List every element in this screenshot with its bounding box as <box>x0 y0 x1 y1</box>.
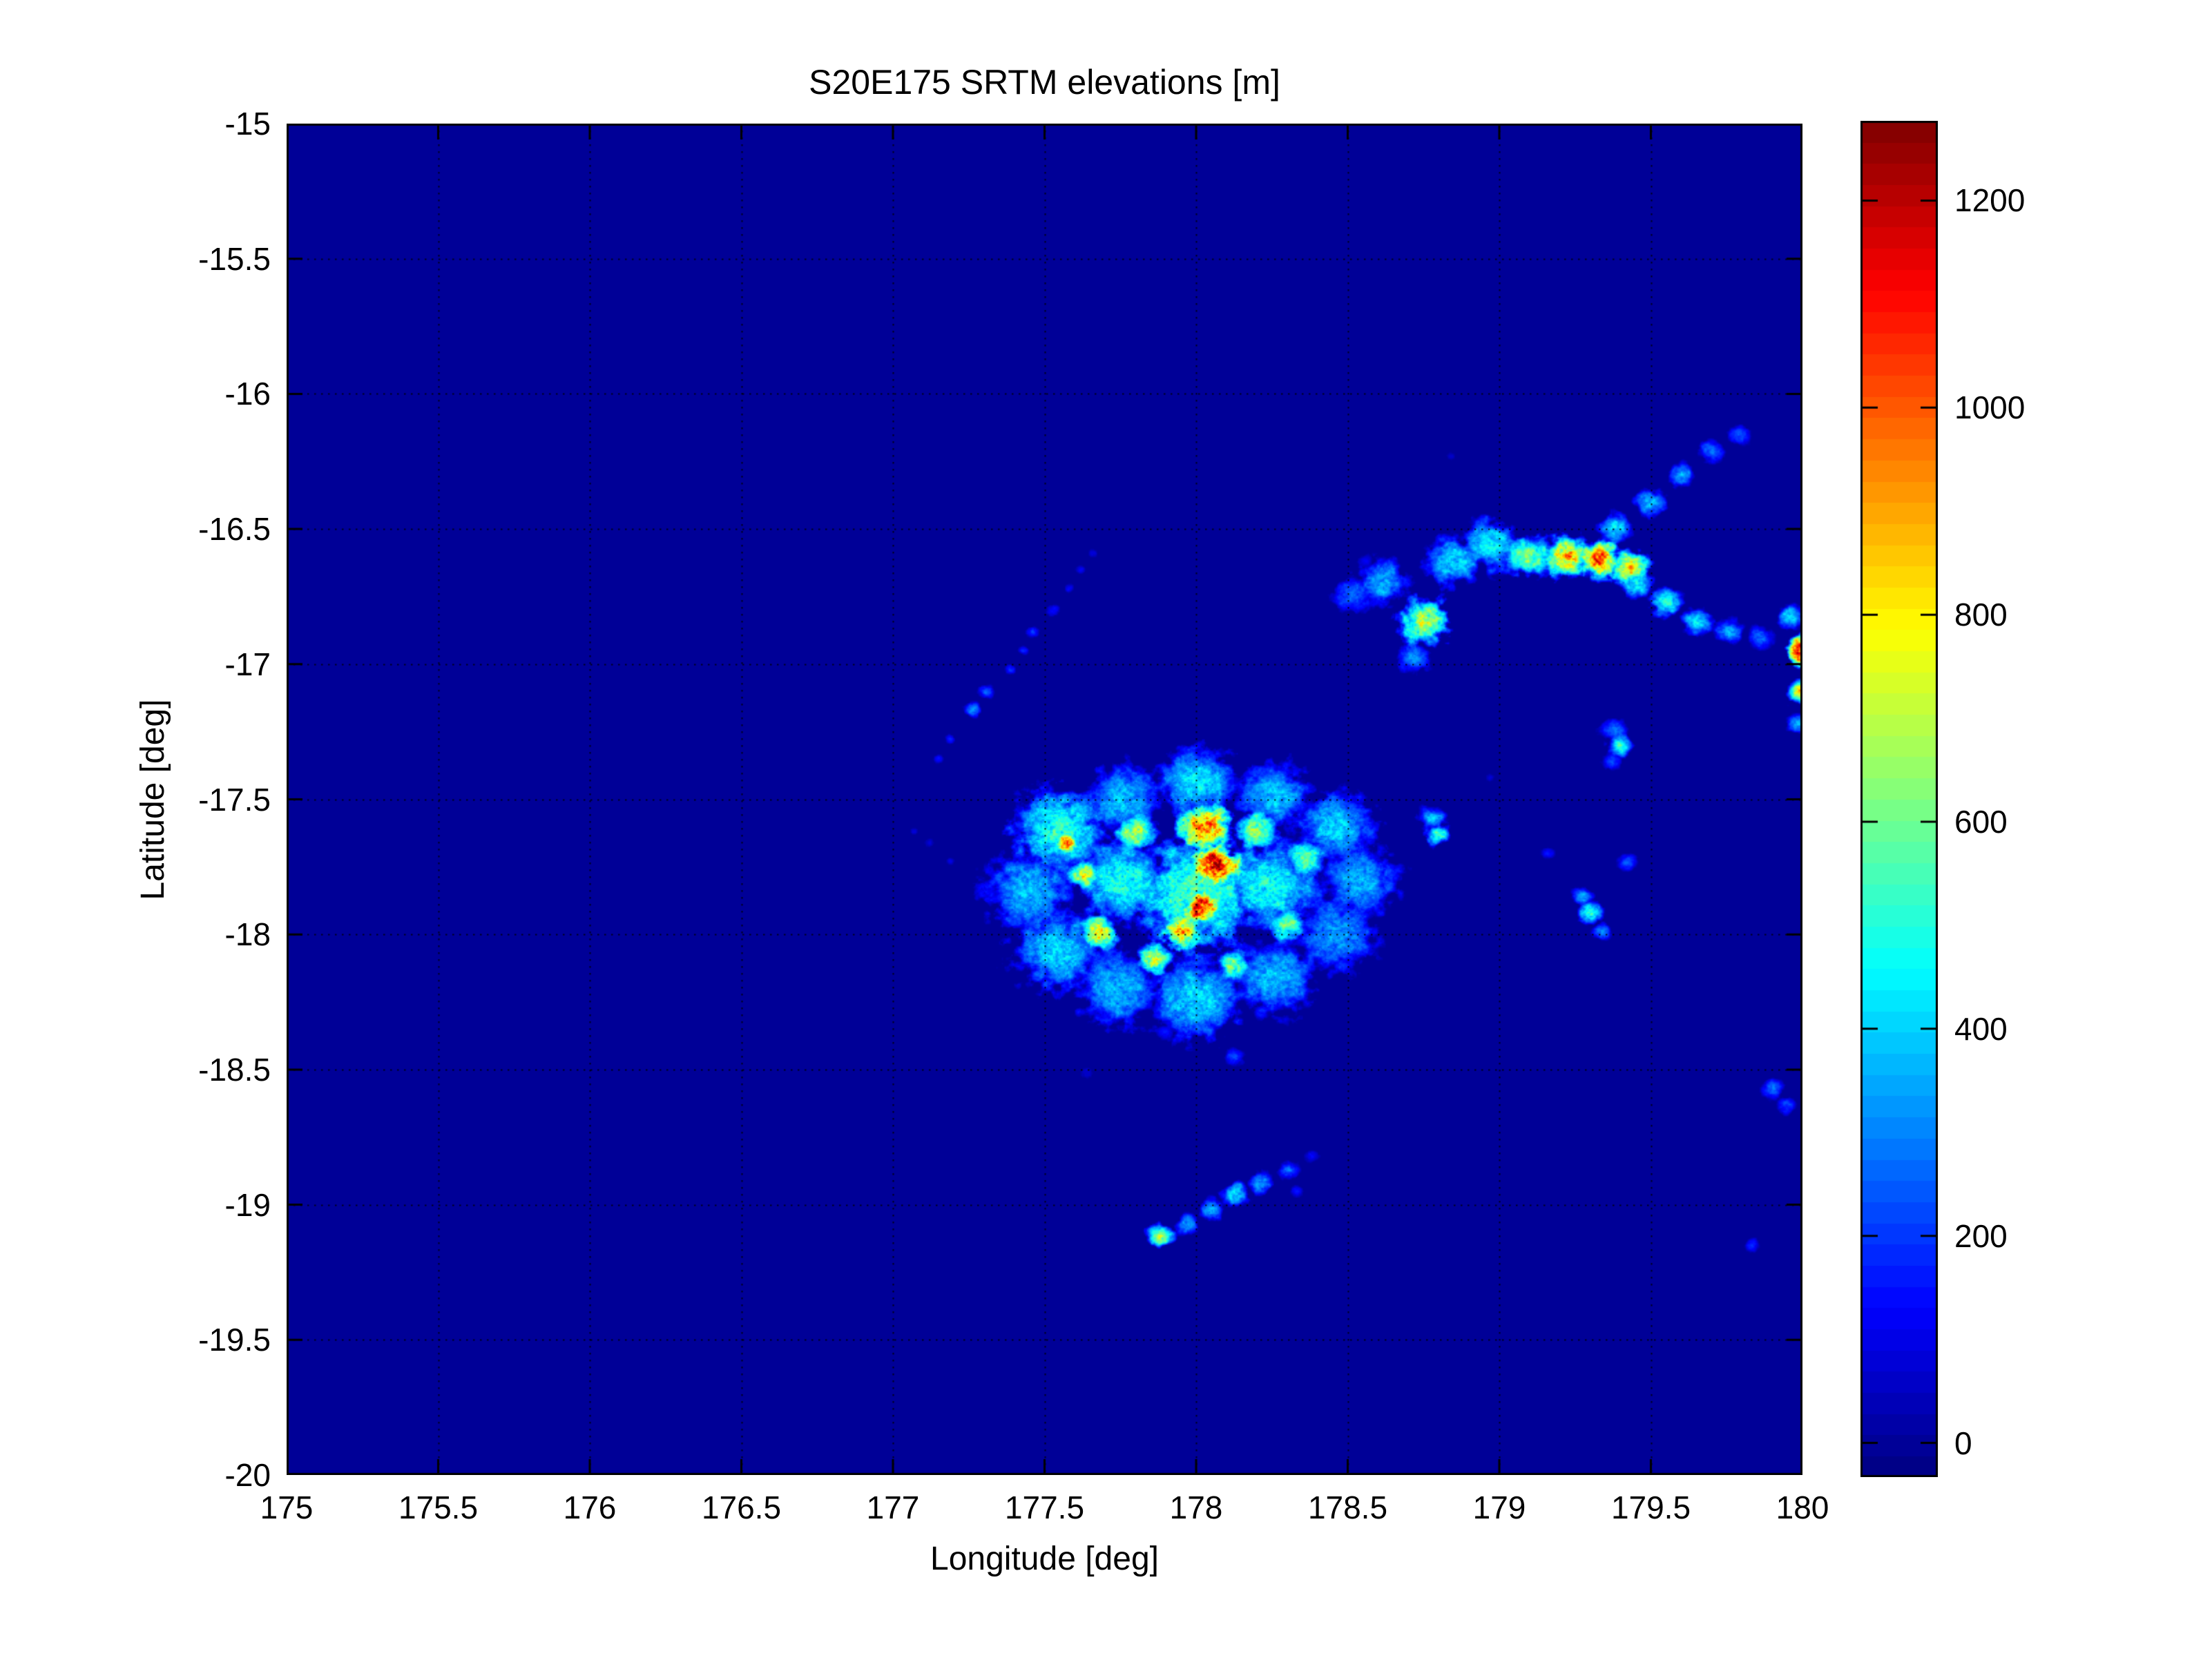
y-tick-label: -15 <box>224 106 271 142</box>
y-tick-label: -19 <box>224 1186 271 1223</box>
x-tick-label: 177.5 <box>1004 1490 1085 1525</box>
x-tick-label: 176 <box>563 1490 617 1525</box>
y-axis-label-text: Latitude [deg] <box>135 699 171 900</box>
x-tick-label: 175 <box>260 1490 314 1525</box>
y-tick-label: -19.5 <box>198 1322 271 1358</box>
y-tick-label: -18.5 <box>198 1051 271 1088</box>
colorbar-tick-label: 0 <box>1954 1425 1972 1461</box>
x-tick-label: 178 <box>1169 1490 1223 1525</box>
y-tick-label: -15.5 <box>198 240 271 277</box>
colorbar-tick-label: 600 <box>1954 803 2008 840</box>
elevation-heatmap-canvas <box>287 124 1802 1475</box>
y-tick-label: -20 <box>224 1457 271 1493</box>
colorbar-canvas <box>1860 121 1938 1477</box>
colorbar-tick-label: 1000 <box>1954 389 2026 426</box>
x-tick-label: 178.5 <box>1307 1490 1388 1525</box>
y-tick-label: -18 <box>224 916 271 953</box>
x-tick-label: 176.5 <box>701 1490 782 1525</box>
colorbar-tick-label: 200 <box>1954 1217 2008 1254</box>
x-tick-label: 177 <box>866 1490 920 1525</box>
x-tick-label: 180 <box>1776 1490 1829 1525</box>
y-tick-label: -16 <box>224 376 271 412</box>
colorbar-tick-label: 1200 <box>1954 182 2026 219</box>
y-tick-label: -17 <box>224 646 271 682</box>
colorbar-tick-label: 400 <box>1954 1010 2008 1047</box>
x-tick-label: 179.5 <box>1610 1490 1691 1525</box>
x-tick-label: 175.5 <box>398 1490 479 1525</box>
y-tick-label: -17.5 <box>198 781 271 818</box>
colorbar-tick-label: 800 <box>1954 597 2008 633</box>
y-tick-label: -16.5 <box>198 511 271 548</box>
x-axis-label: Longitude [deg] <box>930 1541 1159 1577</box>
plot-title: S20E175 SRTM elevations [m] <box>809 63 1280 102</box>
x-tick-label: 179 <box>1472 1490 1526 1525</box>
